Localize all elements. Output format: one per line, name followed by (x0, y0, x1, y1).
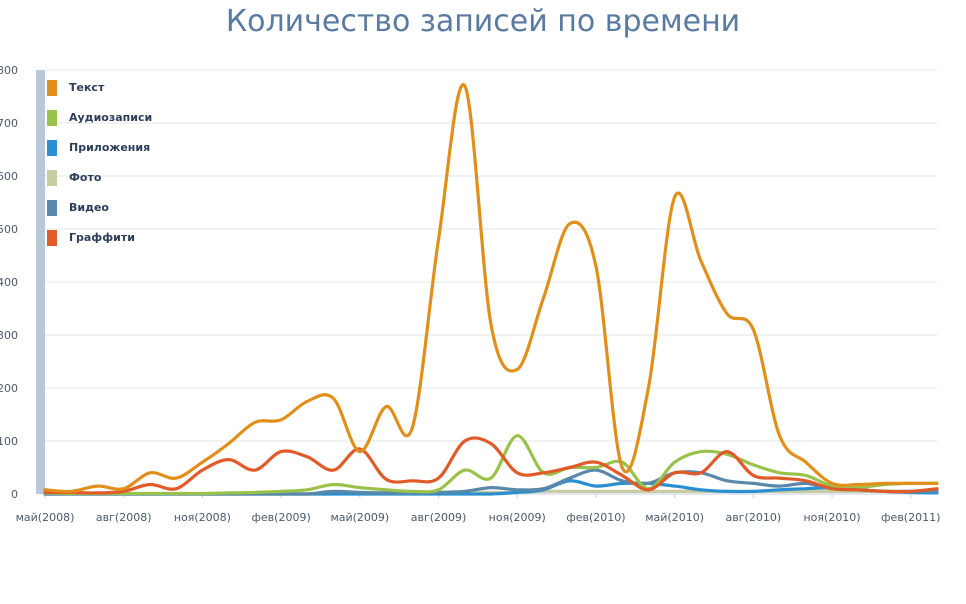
y-tick-label: 500 (0, 223, 18, 236)
legend-swatch[interactable] (47, 230, 57, 246)
x-tick-label: ноя(2009) (489, 511, 546, 524)
legend-label[interactable]: Текст (69, 81, 105, 94)
y-tick-label: 200 (0, 382, 18, 395)
y-tick-label: 800 (0, 64, 18, 77)
x-tick-label: авг(2010) (726, 511, 782, 524)
x-tick-label: май(2010) (645, 511, 704, 524)
legend-swatch[interactable] (47, 170, 57, 186)
y-axis-band (36, 70, 45, 494)
y-tick-label: 100 (0, 435, 18, 448)
legend-label[interactable]: Аудиозаписи (69, 111, 152, 124)
y-tick-label: 600 (0, 170, 18, 183)
x-tick-label: фев(2009) (252, 511, 311, 524)
x-tick-label: ноя(2010) (803, 511, 860, 524)
legend-swatch[interactable] (47, 200, 57, 216)
x-tick-label: авг(2008) (96, 511, 152, 524)
x-tick-label: ноя(2008) (174, 511, 231, 524)
legend-label[interactable]: Видео (69, 201, 109, 214)
y-tick-label: 700 (0, 117, 18, 130)
series-line-1 (43, 83, 939, 494)
x-tick-label: фев(2011) (881, 511, 940, 524)
series-line-2 (43, 434, 939, 496)
legend-swatch[interactable] (47, 110, 57, 126)
legend-swatch[interactable] (47, 140, 57, 156)
x-tick-label: май(2009) (330, 511, 389, 524)
legend-label[interactable]: Приложения (69, 141, 150, 154)
legend-label[interactable]: Фото (69, 171, 102, 184)
y-tick-label: 300 (0, 329, 18, 342)
x-tick-label: авг(2009) (411, 511, 467, 524)
chart-title: Количество записей по времени (225, 4, 741, 39)
legend-swatch[interactable] (47, 80, 57, 96)
x-tick-label: май(2008) (16, 511, 75, 524)
series-line-6 (43, 436, 939, 495)
legend-label[interactable]: Граффити (69, 231, 135, 244)
x-tick-label: фев(2010) (566, 511, 625, 524)
y-tick-label: 400 (0, 276, 18, 289)
y-tick-label: 0 (11, 488, 18, 501)
